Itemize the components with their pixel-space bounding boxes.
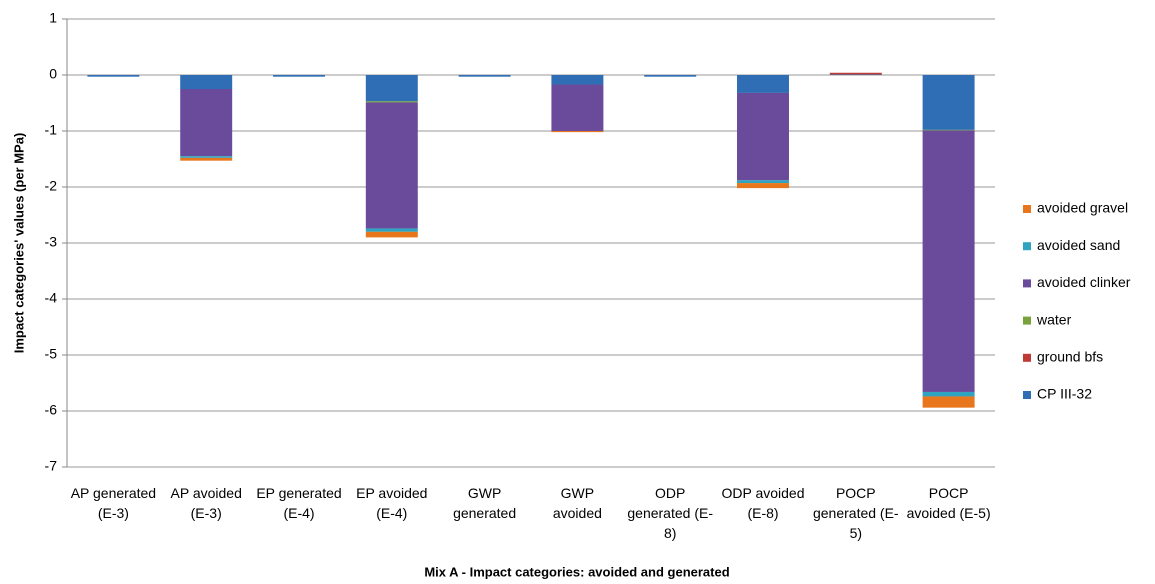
bar-segment [551,75,604,85]
x-tick-label: ODP avoided (E-8) [721,485,805,521]
x-tick-label: EP generated (E-4) [256,485,342,521]
y-tick-label: 1 [49,10,57,26]
bar-segment [365,231,418,238]
bar-segment [922,396,975,408]
y-axis-title: Impact categories' values (per MPa) [11,133,26,354]
x-tick-label: AP avoided (E-3) [170,485,242,521]
legend-swatch [1023,205,1031,213]
legend-label: CP III-32 [1037,386,1092,402]
bar-segment [737,92,789,181]
bar-segment [365,102,418,229]
bar-segment [922,129,975,131]
bar-segment [737,183,789,189]
x-tick-label: GWP generated [453,485,517,521]
bar-segment [551,84,604,131]
legend-label: avoided sand [1037,237,1120,253]
y-tick-label: -4 [45,290,58,306]
x-tick-label: AP generated (E-3) [70,485,157,521]
bar-segment [180,75,233,89]
bar-segment [273,75,325,77]
legend-swatch [1023,242,1031,251]
bar-segment [829,72,882,75]
legend-label: water [1036,311,1072,327]
bar-segment [737,75,789,93]
legend-label: avoided gravel [1037,200,1128,216]
bar-segment [737,180,789,184]
legend-swatch [1023,391,1031,399]
y-tick-label: -6 [45,402,58,418]
bar-segment [922,391,975,397]
legend-label: avoided clinker [1037,274,1131,290]
y-tick-label: -2 [45,178,58,194]
legend-swatch [1023,316,1031,325]
bar-segment [458,75,511,77]
bar-segment [87,75,140,77]
y-tick-label: -5 [45,346,58,362]
x-tick-label: EP avoided (E-4) [356,485,428,521]
y-tick-label: -3 [45,234,58,250]
y-tick-label: 0 [49,66,57,82]
bar-segment [365,228,418,232]
x-tick-label: ODP generated (E-8) [627,485,713,541]
bar-segment [551,131,604,133]
y-tick-label: -1 [45,122,58,138]
y-tick-label: -7 [45,458,58,474]
legend-swatch [1023,279,1031,288]
x-tick-label: POCP avoided (E-5) [906,485,991,521]
bar-segment [180,89,233,157]
bar-segment [365,101,418,103]
bar-segment [922,75,975,130]
bar-segment [180,156,233,158]
bar-segment [365,75,418,102]
x-tick-label: POCP generated (E-5) [812,485,899,541]
bar-segment [180,157,233,161]
x-tick-label: GWP avoided [552,485,602,521]
bar-segment [829,74,882,75]
legend-label: ground bfs [1037,349,1103,365]
legend-swatch [1023,353,1031,362]
bar-segment [644,75,697,77]
chart-title: Mix A - Impact categories: avoided and g… [424,564,729,579]
bar-segment [922,130,975,392]
